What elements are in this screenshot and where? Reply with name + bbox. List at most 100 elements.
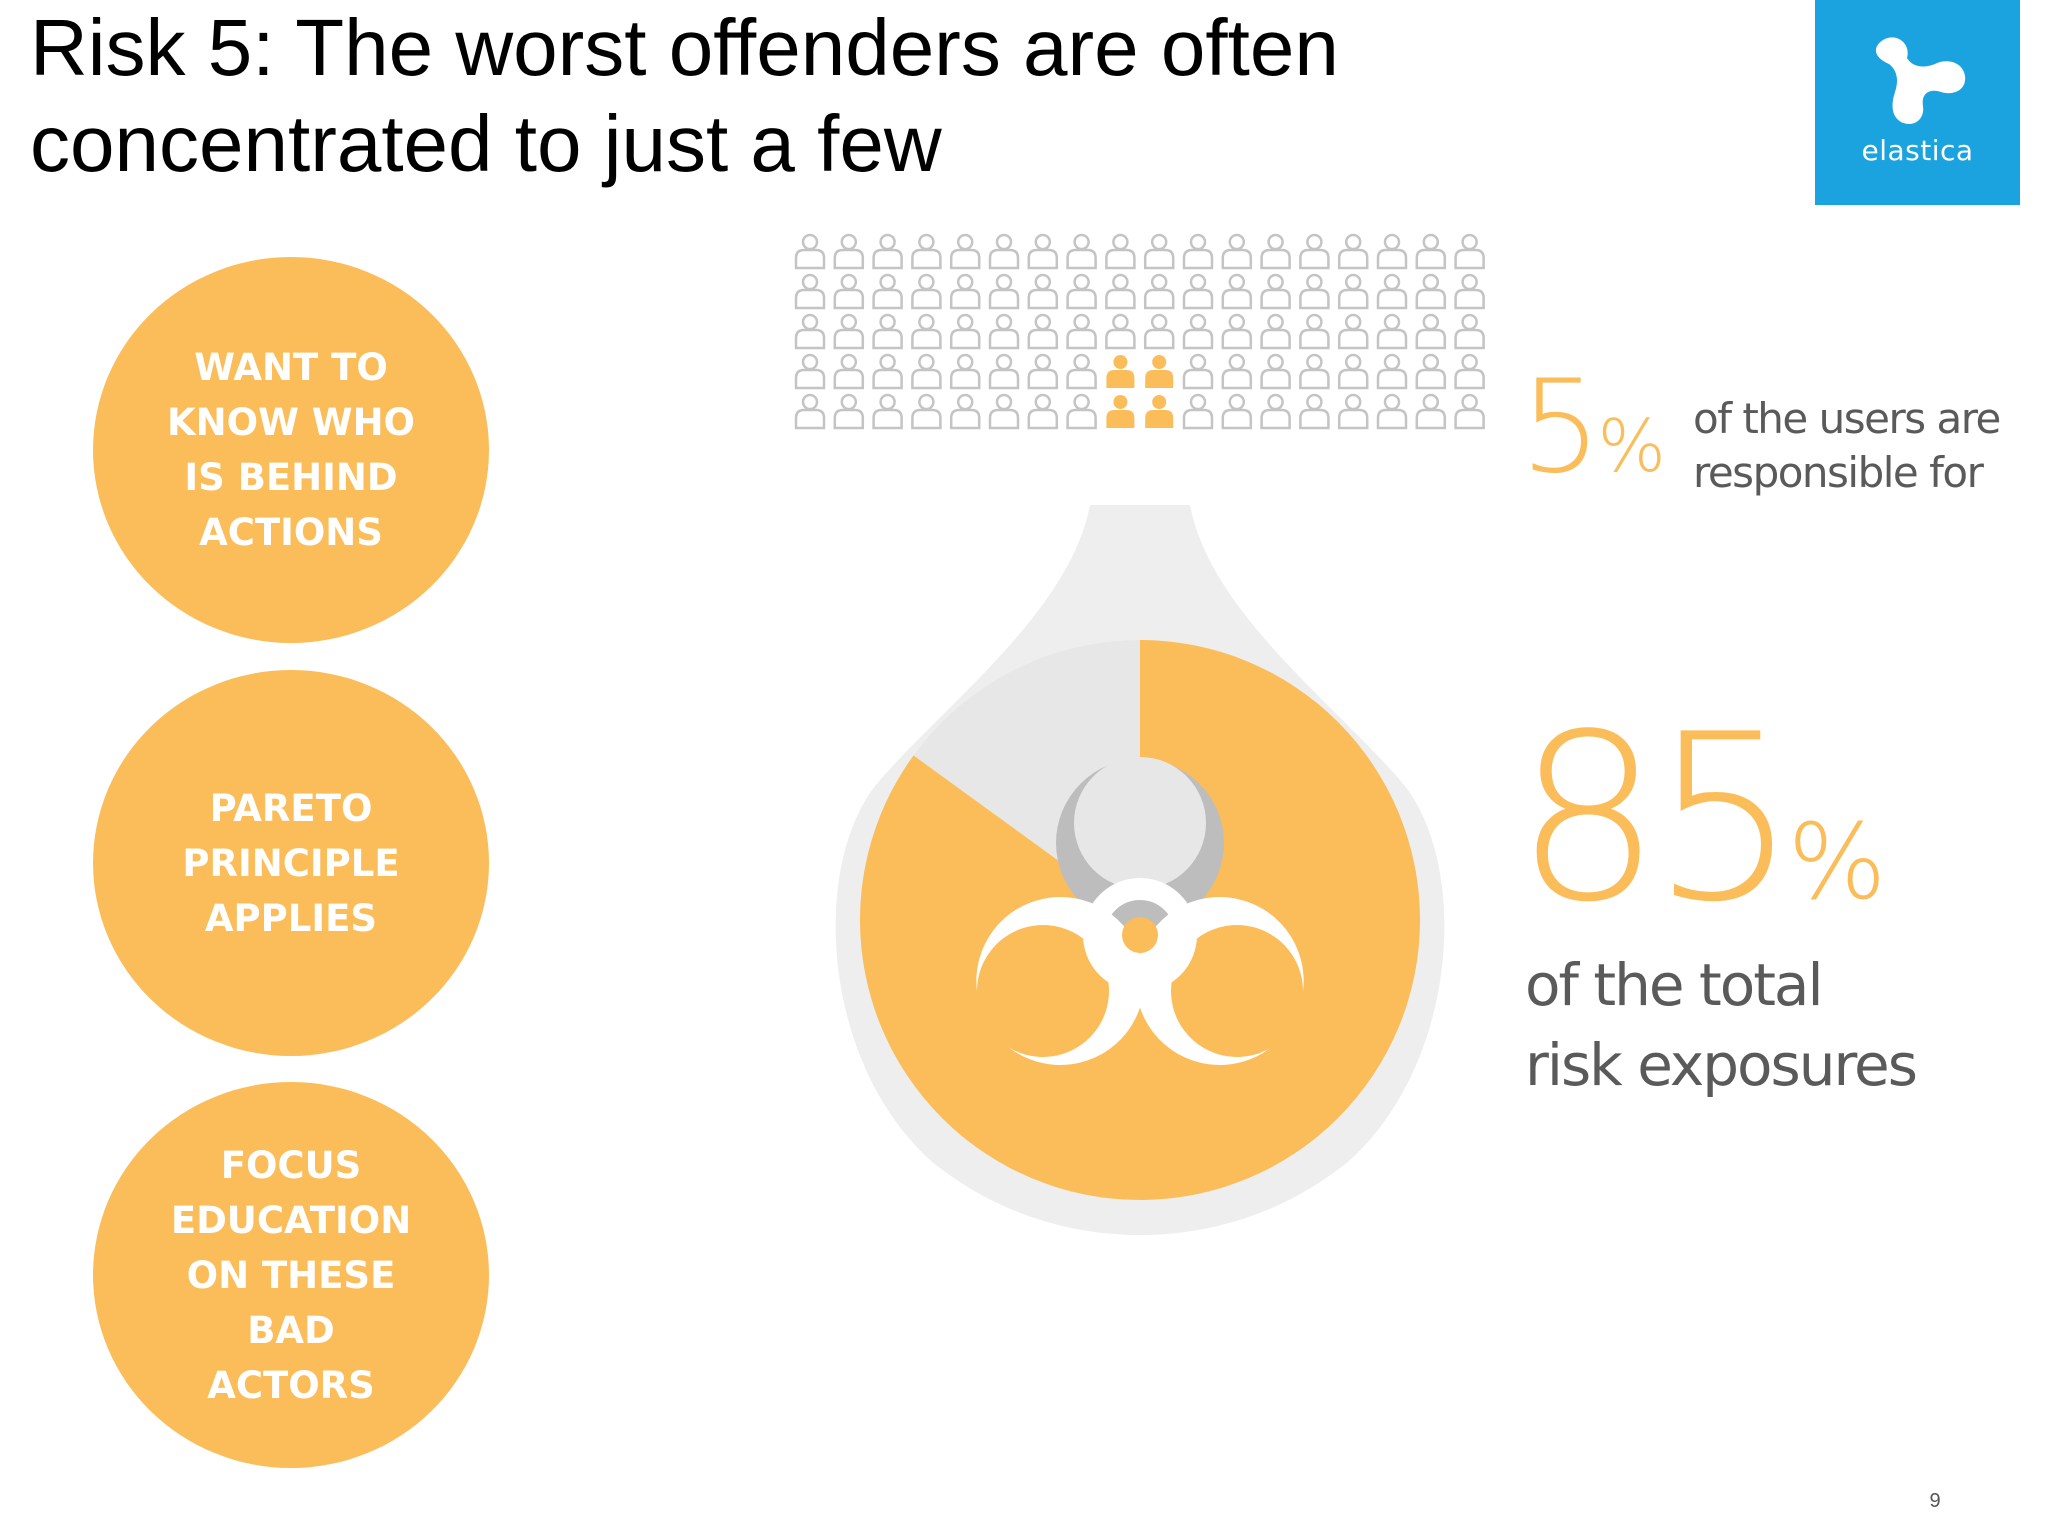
circle-text: WANT TO KNOW WHO IS BEHIND ACTIONS — [166, 346, 415, 554]
person-icon — [988, 233, 1020, 270]
person-icon — [1105, 273, 1136, 310]
person-icon — [1182, 273, 1214, 310]
users-percent-unit: % — [1597, 404, 1666, 488]
person-icon — [911, 393, 942, 430]
person-icon — [1337, 353, 1369, 390]
person-icon — [1454, 233, 1485, 270]
person-icon — [1221, 353, 1253, 390]
person-icon — [833, 273, 865, 310]
person-icon — [911, 273, 942, 310]
biohazard-lobe — [1056, 757, 1224, 927]
person-icon — [1299, 353, 1330, 390]
person-icon — [833, 393, 865, 430]
page-number: 9 — [1929, 1490, 1941, 1512]
person-icon — [1066, 313, 1097, 350]
person-icon — [1145, 395, 1174, 428]
person-icon — [1454, 313, 1485, 350]
person-icon — [949, 313, 981, 350]
person-icon — [1143, 313, 1175, 350]
person-icon — [833, 313, 865, 350]
users-percent: 5% — [1520, 358, 1666, 516]
person-icon — [1066, 233, 1097, 270]
person-icon — [1066, 393, 1097, 430]
person-icon — [872, 273, 903, 310]
person-icon — [1299, 393, 1330, 430]
person-icon — [1143, 273, 1175, 310]
person-icon — [1337, 273, 1369, 310]
person-icon — [911, 233, 942, 270]
person-icon — [911, 353, 942, 390]
person-icon — [1376, 353, 1408, 390]
elastica-logo-icon — [1875, 37, 1966, 125]
person-icon — [1376, 233, 1408, 270]
person-icon — [1415, 233, 1447, 270]
person-icon — [833, 233, 865, 270]
users-caption: of the users are responsible for — [1693, 394, 2001, 497]
circle-focus-education: FOCUS EDUCATION ON THESE BAD ACTORS — [93, 1082, 489, 1468]
person-icon — [1027, 313, 1059, 350]
person-icon — [988, 353, 1020, 390]
person-icon — [872, 233, 903, 270]
person-icon — [1415, 273, 1447, 310]
person-icon — [1376, 273, 1408, 310]
person-icon — [872, 393, 903, 430]
person-icon — [1260, 313, 1291, 350]
person-icon — [1027, 273, 1059, 310]
person-icon — [1376, 313, 1408, 350]
circle-text: FOCUS EDUCATION ON THESE BAD ACTORS — [170, 1143, 412, 1407]
person-icon — [949, 273, 981, 310]
person-icon — [794, 273, 826, 310]
users-percent-value: 5 — [1520, 353, 1601, 502]
circle-text: PARETO PRINCIPLE APPLIES — [182, 786, 400, 940]
person-icon — [1260, 233, 1291, 270]
person-icon — [1260, 393, 1291, 430]
person-icon — [1221, 313, 1253, 350]
person-icon — [872, 313, 903, 350]
person-icon — [1106, 395, 1135, 428]
risk-caption: of the total risk exposures — [1525, 951, 1918, 1099]
person-icon — [1145, 355, 1174, 388]
person-icon — [1027, 393, 1059, 430]
person-icon — [988, 393, 1020, 430]
person-icon — [1182, 313, 1214, 350]
person-icon — [1415, 393, 1447, 430]
person-icon — [872, 353, 903, 390]
slide-title: Risk 5: The worst offenders are often co… — [30, 3, 1339, 188]
person-icon — [1454, 273, 1485, 310]
circle-want-to-know: WANT TO KNOW WHO IS BEHIND ACTIONS — [93, 257, 489, 643]
person-icon — [1066, 273, 1097, 310]
risk-percent-unit: % — [1787, 801, 1887, 923]
person-icon — [1221, 233, 1253, 270]
user-grid — [794, 233, 1485, 430]
person-icon — [1454, 353, 1485, 390]
person-icon — [1143, 233, 1175, 270]
person-icon — [1027, 233, 1059, 270]
person-icon — [794, 353, 826, 390]
person-icon — [1299, 313, 1330, 350]
person-icon — [1454, 393, 1485, 430]
person-icon — [1415, 353, 1447, 390]
person-icon — [1105, 233, 1136, 270]
person-icon — [1260, 353, 1291, 390]
person-icon — [988, 273, 1020, 310]
person-icon — [1221, 393, 1253, 430]
person-icon — [1337, 313, 1369, 350]
person-icon — [794, 233, 826, 270]
person-icon — [1221, 273, 1253, 310]
person-icon — [949, 393, 981, 430]
circle-pareto: PARETO PRINCIPLE APPLIES — [93, 670, 489, 1056]
risk-percent-value: 85 — [1515, 686, 1798, 953]
person-icon — [1182, 393, 1214, 430]
person-icon — [833, 353, 865, 390]
person-icon — [1066, 353, 1097, 390]
person-icon — [1299, 273, 1330, 310]
person-icon — [1106, 355, 1135, 388]
person-icon — [911, 313, 942, 350]
person-icon — [1260, 273, 1291, 310]
elastica-logo: elastica — [1815, 0, 2020, 205]
risk-percent: 85% — [1515, 700, 1887, 982]
person-icon — [1105, 313, 1136, 350]
person-icon — [794, 393, 826, 430]
person-icon — [949, 233, 981, 270]
